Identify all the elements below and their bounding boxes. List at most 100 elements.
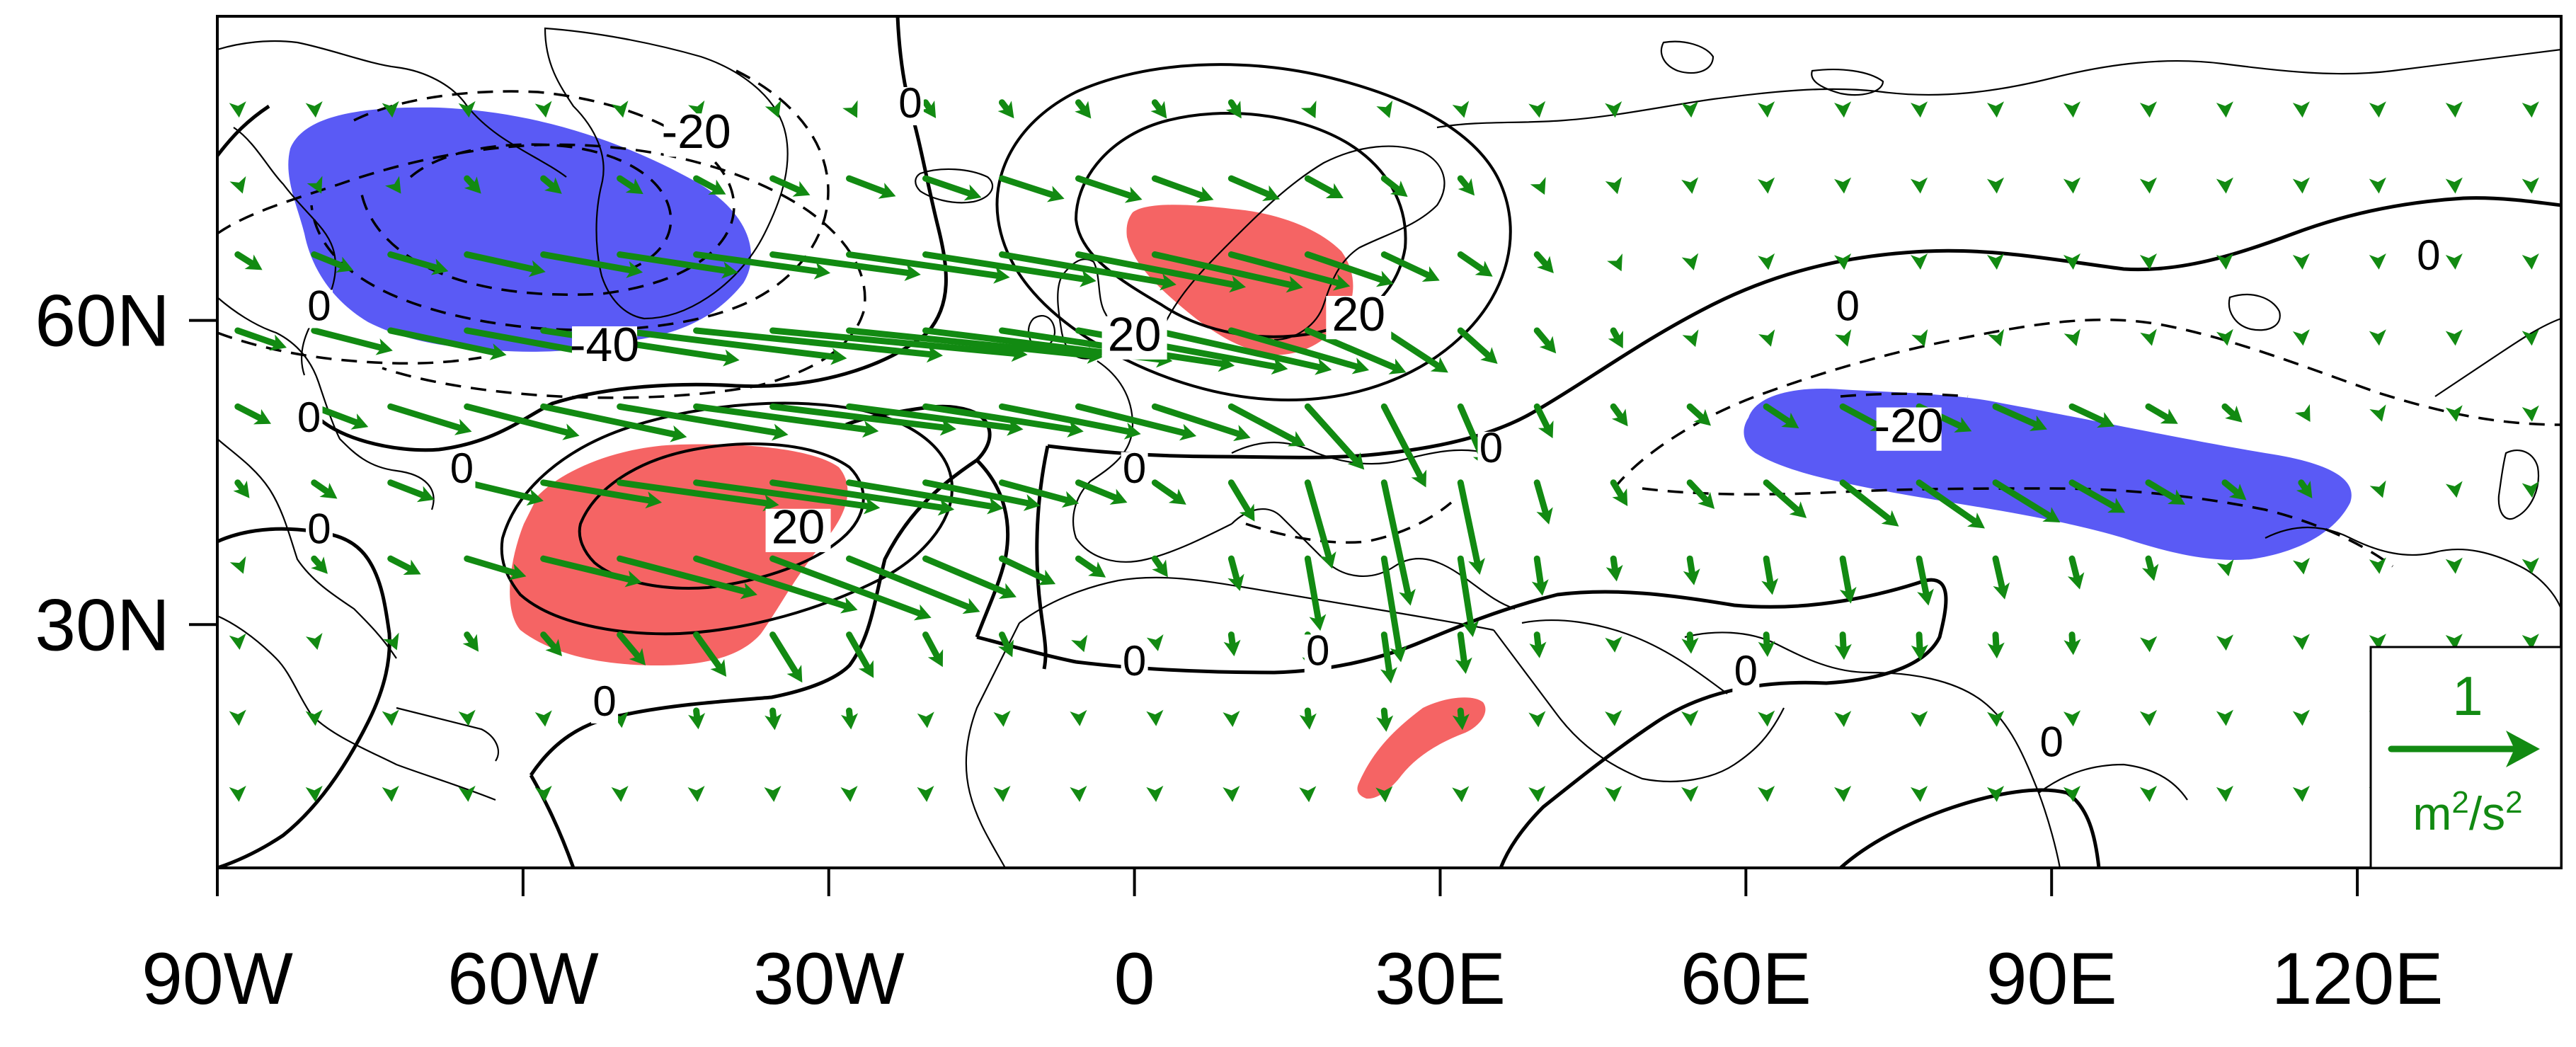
contour-label-bg (448, 452, 476, 491)
flux-vector (1380, 555, 1407, 663)
flux-vector (997, 99, 1014, 119)
flux-vector (2216, 177, 2233, 194)
flux-vector (1605, 636, 1622, 653)
flux-vector (462, 631, 479, 652)
flux-vector (1910, 785, 1928, 802)
flux-vector (1304, 175, 1344, 198)
flux-vector (1375, 786, 1393, 803)
flux-vector (305, 101, 323, 118)
flux-vector (1304, 479, 1336, 569)
flux-vector (2216, 785, 2233, 802)
contour-label: 0 (2417, 231, 2440, 279)
flux-vector (540, 251, 643, 278)
flux-vector (1686, 403, 1711, 426)
positive-shading-scandinavia (1126, 205, 1353, 355)
flux-vector (2063, 785, 2081, 802)
flux-vector (2068, 403, 2115, 428)
flux-vector (387, 555, 421, 576)
flux-vector (1151, 479, 1186, 505)
legend-value: 1 (2452, 665, 2483, 727)
flux-vector (1986, 101, 2005, 118)
x-tick-label: 0 (1114, 938, 1155, 1020)
flux-vector (693, 479, 881, 515)
flux-vector (2216, 709, 2233, 726)
flux-vector (464, 175, 481, 194)
flux-vector (2521, 634, 2539, 650)
flux-vector (305, 785, 323, 802)
flux-vector (464, 251, 546, 278)
flux-vector (1075, 479, 1128, 505)
flux-vector (229, 709, 246, 726)
flux-vector (2369, 329, 2386, 346)
flux-vector (2521, 101, 2539, 118)
contour-label-bg (572, 326, 638, 370)
flux-vector (1758, 710, 1775, 727)
flux-vector (617, 327, 847, 365)
flux-vector (1452, 101, 1470, 118)
flux-vector (234, 251, 263, 270)
flux-vector (1531, 555, 1549, 596)
flux-vector (2369, 253, 2386, 270)
flux-vector (2521, 481, 2539, 498)
flux-vector (1758, 329, 1775, 347)
flux-vector (693, 327, 943, 363)
flux-vector (617, 631, 646, 666)
flux-vector (2141, 555, 2159, 581)
flux-vector (764, 786, 782, 802)
flux-vector (2445, 481, 2463, 498)
flux-vector (229, 785, 246, 802)
flux-vector (1151, 555, 1168, 578)
contour-label: 0 (2040, 718, 2063, 765)
flux-vector (540, 631, 563, 657)
flux-vector (2521, 177, 2539, 194)
flux-vector (1610, 403, 1628, 427)
flux-vector (1910, 101, 1928, 118)
flux-vector (2216, 253, 2233, 270)
flux-vector (2292, 709, 2310, 726)
flux-vector (2140, 328, 2157, 346)
flux-vector (1227, 555, 1244, 591)
flux-vector (1758, 785, 1775, 802)
flux-vector (1834, 101, 1852, 118)
x-tick-label: 60W (447, 938, 599, 1020)
contour-label-bg (295, 401, 323, 440)
flux-vector (840, 707, 859, 730)
flux-vector (2521, 253, 2539, 270)
flux-vector (1834, 177, 1852, 194)
flux-vector (1380, 631, 1397, 684)
flux-vector (1992, 403, 2047, 431)
flux-vector (1533, 403, 1554, 439)
flux-vector (1304, 555, 1327, 631)
flux-vector (311, 327, 393, 355)
flux-vector (1376, 707, 1394, 732)
flux-vector (464, 403, 580, 440)
flux-vector (307, 176, 323, 194)
flux-vector (693, 631, 727, 677)
flux-vector (458, 785, 476, 802)
flux-vector (1610, 479, 1628, 507)
flux-vector (1530, 177, 1546, 195)
flux-vector (2063, 101, 2081, 118)
flux-vector (617, 175, 643, 195)
contour-label: 0 (297, 394, 321, 441)
flux-vector (1681, 710, 1699, 726)
contour-label-bg (1121, 452, 1148, 491)
flux-vector (1992, 555, 2010, 600)
flux-vector (688, 707, 706, 730)
flux-vector (311, 251, 354, 273)
flux-vector (1299, 786, 1317, 803)
contour-label-bg (1876, 407, 1942, 451)
flux-vector (2296, 479, 2313, 499)
flux-vector (2292, 634, 2310, 651)
flux-vector (1758, 101, 1775, 118)
flux-vector (2293, 557, 2310, 575)
flux-vector (1686, 479, 1715, 510)
contour-label-bg (1101, 316, 1167, 360)
flux-vector (997, 631, 1014, 658)
flux-vector (234, 403, 272, 425)
flux-vector (1916, 479, 1985, 529)
flux-vector (1150, 99, 1167, 119)
flux-vector (2292, 177, 2310, 194)
contour-label: 0 (1479, 424, 1503, 471)
flux-vector (1457, 175, 1475, 196)
